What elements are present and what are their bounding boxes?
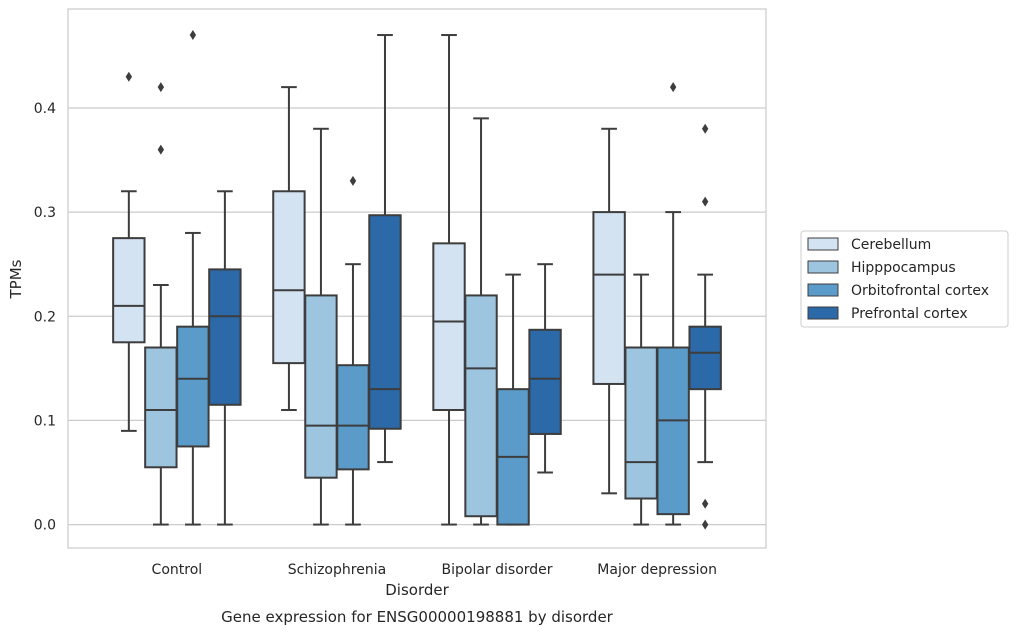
- box-group: [432, 34, 466, 526]
- box-body: [592, 211, 626, 385]
- box-group: [144, 82, 178, 526]
- box-body: [112, 237, 146, 344]
- box-group: [656, 82, 690, 526]
- legend-swatch: [807, 283, 839, 297]
- box-body: [336, 364, 370, 471]
- box-body: [176, 325, 210, 448]
- box-group: [464, 117, 498, 526]
- outlier-marker: [701, 498, 709, 509]
- box-body: [432, 242, 466, 411]
- y-tick-label: 0.1: [34, 413, 56, 429]
- legend: Cerebellum Hipppocampus Orbitofrontal cort…: [800, 230, 1009, 328]
- outlier-marker: [189, 30, 197, 41]
- legend-label: Hipppocampus: [851, 260, 956, 276]
- x-axis-ticks: Control Schizophrenia Bipolar disorder Majo…: [152, 562, 717, 578]
- box-body: [624, 346, 658, 500]
- legend-swatch: [807, 260, 839, 274]
- y-tick-label: 0.4: [34, 101, 56, 117]
- x-tick-label: Major depression: [597, 562, 717, 578]
- x-tick-label: Bipolar disorder: [442, 562, 553, 578]
- x-tick-label: Schizophrenia: [288, 562, 386, 578]
- box-group: [688, 123, 722, 530]
- outlier-marker: [669, 82, 677, 93]
- box-body: [464, 294, 498, 518]
- box-group: [592, 127, 626, 495]
- box-groups: [112, 30, 722, 530]
- y-tick-label: 0.3: [34, 205, 56, 221]
- legend-frame: [800, 230, 1009, 328]
- legend-label: Orbitofrontal cortex: [851, 283, 989, 299]
- box-group: [112, 71, 146, 432]
- legend-swatch: [807, 237, 839, 251]
- box-body: [368, 214, 402, 430]
- outlier-marker: [701, 196, 709, 207]
- box-body: [272, 190, 306, 365]
- chart-caption: Gene expression for ENSG00000198881 by d…: [221, 608, 614, 626]
- y-axis-label: TPMs: [7, 259, 25, 299]
- box-body: [656, 346, 690, 516]
- outlier-marker: [157, 82, 165, 93]
- box-group: [496, 273, 530, 526]
- box-group: [272, 86, 306, 411]
- y-tick-label: 0.2: [34, 309, 56, 325]
- outlier-marker: [125, 71, 133, 82]
- box-group: [208, 190, 242, 526]
- outlier-marker: [157, 144, 165, 155]
- plot-frame: [67, 8, 767, 549]
- outlier-marker: [701, 519, 709, 530]
- box-body: [304, 294, 338, 479]
- box-body: [528, 328, 562, 435]
- y-tick-label: 0.0: [34, 518, 56, 534]
- box-group: [368, 34, 402, 464]
- box-body: [144, 346, 178, 469]
- box-body: [208, 268, 242, 406]
- x-tick-label: Control: [152, 562, 203, 578]
- box-group: [624, 273, 658, 526]
- legend-swatch: [807, 306, 839, 320]
- box-body: [688, 325, 722, 391]
- x-axis-label: Disorder: [385, 581, 449, 599]
- legend-label: Prefrontal cortex: [851, 306, 968, 322]
- outlier-marker: [701, 123, 709, 134]
- y-axis-ticks: 0.0 0.1 0.2 0.3 0.4: [34, 101, 56, 534]
- outlier-marker: [349, 175, 357, 186]
- legend-label: Cerebellum: [851, 237, 931, 253]
- box-group: [304, 127, 338, 526]
- box-group: [528, 263, 562, 474]
